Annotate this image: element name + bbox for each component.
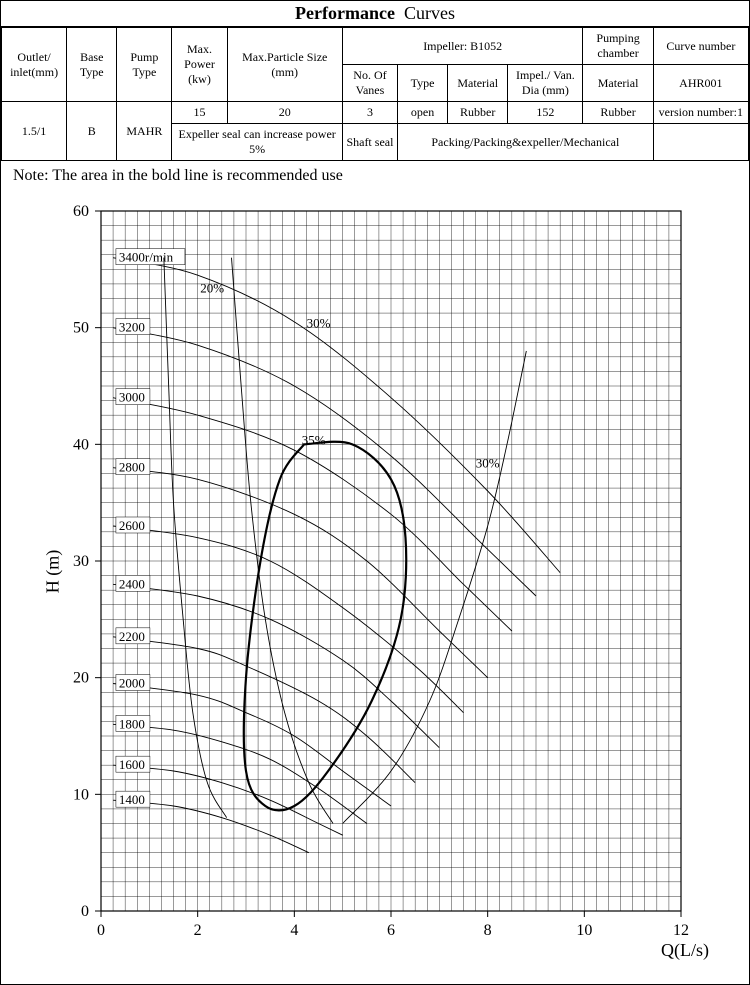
val-maxpower: 15	[172, 102, 227, 124]
x-axis-label: Q(L/s)	[661, 940, 709, 961]
hdr-pump: Pump Type	[117, 28, 172, 102]
val-version: version number:1	[653, 102, 748, 124]
val-shaft: Shaft seal	[342, 124, 397, 161]
hdr-pumping: Pumping chamber	[583, 28, 653, 65]
val-pump: MAHR	[117, 102, 172, 161]
hdr-impvan: Impel./ Van. Dia (mm)	[508, 65, 583, 102]
svg-text:10: 10	[73, 786, 89, 803]
val-base: B	[67, 102, 117, 161]
hdr-material: Material	[448, 65, 508, 102]
svg-text:1400: 1400	[119, 792, 145, 807]
title: Performance Curves	[1, 1, 749, 27]
svg-text:10: 10	[576, 922, 592, 939]
spec-table: Outlet/ inlet(mm) Base Type Pump Type Ma…	[1, 27, 749, 161]
svg-text:1800: 1800	[119, 716, 145, 731]
val-material2: Rubber	[583, 102, 653, 124]
svg-text:20: 20	[73, 670, 89, 687]
val-impvan: 152	[508, 102, 583, 124]
svg-text:2600: 2600	[119, 518, 145, 533]
svg-text:2400: 2400	[119, 576, 145, 591]
val-expeller: Expeller seal can increase power 5%	[172, 124, 342, 161]
hdr-novanes: No. Of Vanes	[342, 65, 397, 102]
hdr-maxparticle: Max.Particle Size (mm)	[227, 28, 342, 102]
hdr-type: Type	[398, 65, 448, 102]
performance-chart: 0 2 4 6 8 10 12 0 10 20 30 40 50 60 3400r/min 3200 3000 2…	[1, 191, 750, 951]
svg-text:3000: 3000	[119, 390, 145, 405]
svg-text:3400r/min: 3400r/min	[119, 250, 174, 265]
svg-text:0: 0	[81, 903, 89, 920]
page-root: Performance Curves Outlet/ inlet(mm) Bas…	[0, 0, 750, 985]
svg-text:30%: 30%	[476, 456, 500, 471]
hdr-curveno: Curve number	[653, 28, 748, 65]
hdr-maxpower: Max. Power (kw)	[172, 28, 227, 102]
svg-text:50: 50	[73, 320, 89, 337]
title-plain: Curves	[404, 3, 455, 23]
svg-text:60: 60	[73, 203, 89, 220]
y-axis-label: H (m)	[42, 550, 63, 594]
svg-text:35%: 35%	[302, 432, 326, 447]
svg-text:8: 8	[484, 922, 492, 939]
svg-text:30: 30	[73, 553, 89, 570]
val-maxparticle: 20	[227, 102, 342, 124]
hdr-base: Base Type	[67, 28, 117, 102]
svg-text:12: 12	[673, 922, 689, 939]
svg-text:2: 2	[194, 922, 202, 939]
svg-text:3200: 3200	[119, 320, 145, 335]
svg-text:2800: 2800	[119, 460, 145, 475]
svg-text:4: 4	[290, 922, 298, 939]
hdr-outlet: Outlet/ inlet(mm)	[2, 28, 67, 102]
chart-area: 0 2 4 6 8 10 12 0 10 20 30 40 50 60 3400r/min 3200 3000 2…	[1, 191, 749, 971]
svg-text:2000: 2000	[119, 676, 145, 691]
title-bold: Performance	[295, 3, 395, 23]
val-type: open	[398, 102, 448, 124]
svg-text:20%: 20%	[200, 281, 224, 296]
svg-text:0: 0	[97, 922, 105, 939]
svg-text:1600: 1600	[119, 757, 145, 772]
note: Note: The area in the bold line is recom…	[1, 161, 749, 191]
hdr-impeller: Impeller: B1052	[342, 28, 583, 65]
svg-text:30%: 30%	[307, 316, 331, 331]
val-empty	[653, 124, 748, 161]
hdr-material2: Material	[583, 65, 653, 102]
svg-text:6: 6	[387, 922, 395, 939]
svg-text:40: 40	[73, 436, 89, 453]
hdr-ahr: AHR001	[653, 65, 748, 102]
val-outlet: 1.5/1	[2, 102, 67, 161]
val-material: Rubber	[448, 102, 508, 124]
svg-text:2200: 2200	[119, 629, 145, 644]
val-novanes: 3	[342, 102, 397, 124]
val-packing: Packing/Packing&expeller/Mechanical	[398, 124, 654, 161]
